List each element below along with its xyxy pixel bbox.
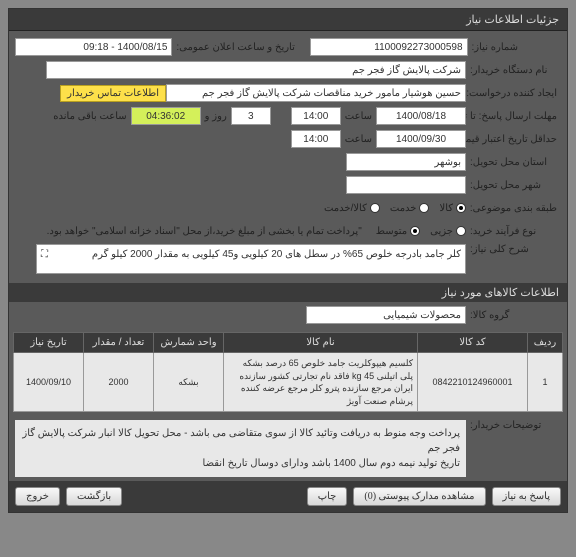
deadline-date-field: 1400/08/18 (376, 107, 466, 125)
time-label-2: ساعت (341, 134, 376, 145)
creator-label: ایجاد کننده درخواست: (466, 88, 561, 99)
td-name: کلسیم هیپوکلریت جامد خلوص 65 درصد بشکه پ… (224, 353, 418, 412)
items-table: ردیف کد کالا نام کالا واحد شمارش تعداد /… (13, 332, 563, 412)
details-panel: جزئیات اطلاعات نیاز شماره نیاز: 11000922… (8, 8, 568, 513)
td-row: 1 (528, 353, 563, 412)
items-table-wrap: ردیف کد کالا نام کالا واحد شمارش تعداد /… (9, 328, 567, 416)
table-row: 1 0842210124960001 کلسیم هیپوکلریت جامد … (14, 353, 563, 412)
row-process: نوع فرآیند خرید: جزیی متوسط "پرداخت تمام… (15, 221, 561, 241)
validity-date-field: 1400/09/30 (376, 130, 466, 148)
table-header-row: ردیف کد کالا نام کالا واحد شمارش تعداد /… (14, 333, 563, 353)
announce-label: تاریخ و ساعت اعلان عمومی: (172, 42, 310, 53)
process-label: نوع فرآیند خرید: (466, 226, 561, 237)
notes-line-1: پرداخت وجه منوط به دریافت وتائید کالا از… (21, 426, 460, 456)
td-qty: 2000 (84, 353, 154, 412)
desc-text: کلر جامد بادرجه خلوص 65% در سطل های 20 ک… (92, 249, 461, 260)
radio-small[interactable]: جزیی (430, 226, 466, 237)
reply-button[interactable]: پاسخ به نیاز (492, 487, 562, 506)
need-no-field: 1100092273000598 (310, 38, 467, 56)
days-text: روز و (201, 111, 231, 122)
attachments-button[interactable]: مشاهده مدارک پیوستی (0) (353, 487, 485, 506)
deadline-time-field: 14:00 (291, 107, 341, 125)
td-code: 0842210124960001 (418, 353, 528, 412)
desc-textarea: ⛶ کلر جامد بادرجه خلوص 65% در سطل های 20… (36, 244, 466, 274)
radio-medium[interactable]: متوسط (376, 226, 420, 237)
td-unit: بشکه (154, 353, 224, 412)
announce-field: 1400/08/15 - 09:18 (15, 38, 172, 56)
notes-line-2: تاریخ تولید نیمه دوم سال 1400 باشد ودارا… (21, 456, 460, 471)
notes-row: توضیحات خریدار: پرداخت وجه منوط به دریاف… (9, 416, 567, 481)
row-city: شهر محل تحویل: (15, 175, 561, 195)
th-qty: تعداد / مقدار (84, 333, 154, 353)
need-no-label: شماره نیاز: (468, 42, 561, 53)
expand-icon[interactable]: ⛶ (41, 248, 48, 262)
th-code: کد کالا (418, 333, 528, 353)
days-remaining-field: 3 (231, 107, 271, 125)
print-button[interactable]: چاپ (307, 487, 348, 506)
row-category: طبقه بندی موضوعی: کالا خدمت کالا/خدمت (15, 198, 561, 218)
category-radio-group: کالا خدمت کالا/خدمت (324, 203, 466, 214)
row-need-no: شماره نیاز: 1100092273000598 تاریخ و ساع… (15, 37, 561, 57)
row-desc: شرح کلی نیاز: ⛶ کلر جامد بادرجه خلوص 65%… (15, 244, 561, 274)
row-deadline: مهلت ارسال پاسخ: تا تاریخ: 1400/08/18 سا… (15, 106, 561, 126)
th-row: ردیف (528, 333, 563, 353)
form-area: شماره نیاز: 1100092273000598 تاریخ و ساع… (9, 31, 567, 283)
th-date: تاریخ نیاز (14, 333, 84, 353)
countdown-field: 04:36:02 (131, 107, 201, 125)
radio-both[interactable]: کالا/خدمت (324, 203, 380, 214)
group-row: گروه کالا: محصولات شیمیایی (9, 302, 567, 328)
process-radio-group: جزیی متوسط (376, 226, 466, 237)
province-label: استان محل تحویل: (466, 157, 561, 168)
city-field (346, 176, 466, 194)
radio-goods[interactable]: کالا (439, 203, 466, 214)
remain-text: ساعت باقی مانده (49, 111, 130, 122)
subject-cat-label: طبقه بندی موضوعی: (466, 203, 561, 214)
org-label: نام دستگاه خریدار: (466, 65, 561, 76)
city-label: شهر محل تحویل: (466, 180, 561, 191)
org-field: شرکت پالایش گاز فجر جم (46, 61, 466, 79)
th-unit: واحد شمارش (154, 333, 224, 353)
td-date: 1400/09/10 (14, 353, 84, 412)
exit-button[interactable]: خروج (15, 487, 60, 506)
th-name: نام کالا (224, 333, 418, 353)
time-label-1: ساعت (341, 111, 376, 122)
row-org: نام دستگاه خریدار: شرکت پالایش گاز فجر ج… (15, 60, 561, 80)
contact-button[interactable]: اطلاعات تماس خریدار (60, 85, 166, 102)
row-validity: حداقل تاریخ اعتبار قیمت: تا تاریخ: 1400/… (15, 129, 561, 149)
desc-label: شرح کلی نیاز: (466, 244, 561, 255)
notes-label: توضیحات خریدار: (466, 420, 561, 431)
row-province: استان محل تحویل: بوشهر (15, 152, 561, 172)
deadline-label: مهلت ارسال پاسخ: تا تاریخ: (466, 111, 561, 122)
row-creator: ایجاد کننده درخواست: حسین هوشیار مامور خ… (15, 83, 561, 103)
process-note: "پرداخت تمام یا بخشی از مبلغ خرید،از محل… (43, 226, 366, 237)
panel-title: جزئیات اطلاعات نیاز (9, 9, 567, 31)
back-button[interactable]: بازگشت (66, 487, 122, 506)
radio-service[interactable]: خدمت (390, 203, 430, 214)
creator-field: حسین هوشیار مامور خرید مناقصات شرکت پالا… (166, 84, 466, 102)
group-label: گروه کالا: (466, 310, 561, 321)
validity-time-field: 14:00 (291, 130, 341, 148)
footer-bar: پاسخ به نیاز مشاهده مدارک پیوستی (0) چاپ… (9, 481, 567, 512)
items-section-title: اطلاعات کالاهای مورد نیاز (9, 283, 567, 302)
group-field: محصولات شیمیایی (306, 306, 466, 324)
notes-content: پرداخت وجه منوط به دریافت وتائید کالا از… (15, 420, 466, 477)
province-field: بوشهر (346, 153, 466, 171)
validity-label: حداقل تاریخ اعتبار قیمت: تا تاریخ: (466, 134, 561, 145)
